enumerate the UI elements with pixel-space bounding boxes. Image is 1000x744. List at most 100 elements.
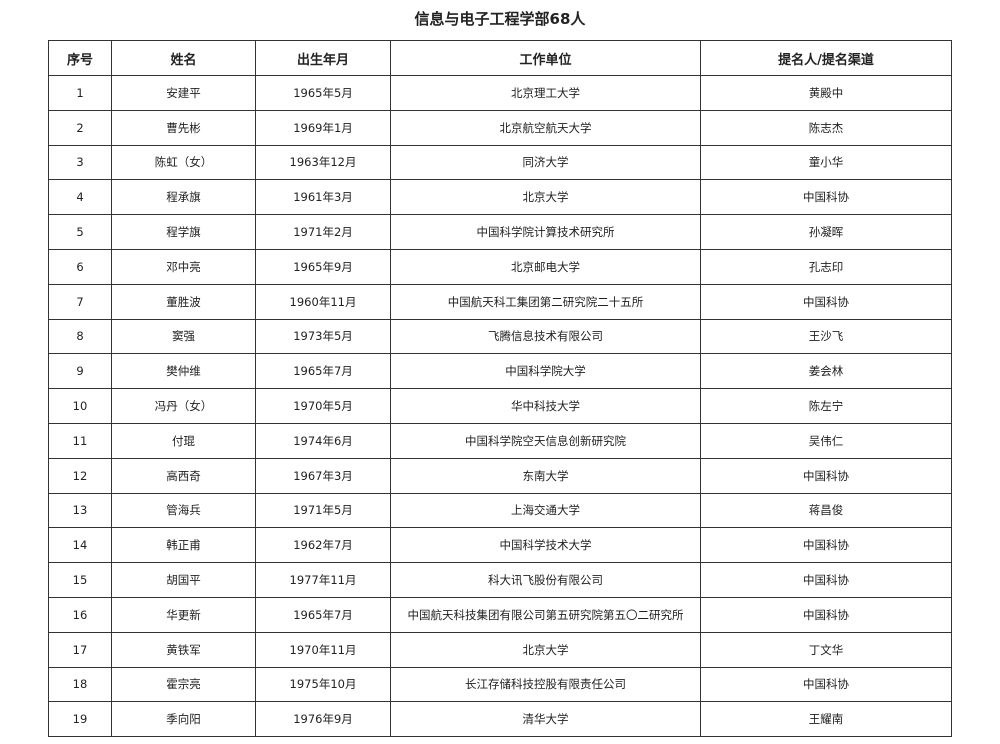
cell-birth: 1967年3月: [255, 457, 391, 494]
table-row: 11 付琨 1974年6月 中国科学院空天信息创新研究院 吴伟仁: [48, 422, 952, 459]
table-row: 18 霍宗亮 1975年10月 长江存储科技控股有限责任公司 中国科协: [48, 666, 952, 703]
cell-employer: 飞腾信息技术有限公司: [390, 318, 701, 355]
cell-employer: 清华大学: [390, 701, 701, 738]
cell-birth: 1971年2月: [255, 214, 391, 250]
cell-index: 19: [48, 701, 112, 738]
cell-index: 17: [48, 631, 112, 668]
nominee-table: 序号 姓名 出生年月 工作单位 提名人/提名渠道 1 安建平 1965年5月 北京理工…: [48, 40, 952, 738]
cell-employer: 中国科学院空天信息创新研究院: [390, 422, 701, 459]
cell-nominator: 中国科协: [700, 562, 952, 598]
cell-employer: 中国科学院计算技术研究所: [390, 214, 701, 250]
cell-index: 4: [48, 179, 112, 216]
cell-name: 窦强: [111, 318, 256, 355]
cell-index: 6: [48, 248, 112, 285]
table-row: 6 邓中亮 1965年9月 北京邮电大学 孔志印: [48, 248, 952, 285]
cell-birth: 1975年10月: [255, 666, 391, 703]
cell-birth: 1965年9月: [255, 248, 391, 285]
cell-name: 季向阳: [111, 701, 256, 738]
cell-index: 14: [48, 527, 112, 564]
cell-nominator: 王耀南: [700, 701, 952, 738]
cell-birth: 1960年11月: [255, 283, 391, 320]
cell-birth: 1974年6月: [255, 422, 391, 459]
cell-index: 16: [48, 596, 112, 633]
cell-name: 曹先彬: [111, 109, 256, 146]
cell-index: 7: [48, 283, 112, 320]
column-header-nominator: 提名人/提名渠道: [700, 40, 952, 76]
cell-nominator: 童小华: [700, 144, 952, 181]
cell-nominator: 中国科协: [700, 527, 952, 564]
cell-employer: 长江存储科技控股有限责任公司: [390, 666, 701, 703]
cell-birth: 1965年7月: [255, 596, 391, 633]
cell-index: 18: [48, 666, 112, 703]
cell-index: 5: [48, 214, 112, 250]
cell-employer: 同济大学: [390, 144, 701, 181]
cell-nominator: 孔志印: [700, 248, 952, 285]
cell-nominator: 中国科协: [700, 179, 952, 216]
cell-nominator: 中国科协: [700, 666, 952, 703]
cell-name: 程学旗: [111, 214, 256, 250]
table-row: 7 董胜波 1960年11月 中国航天科工集团第二研究院二十五所 中国科协: [48, 283, 952, 320]
cell-employer: 东南大学: [390, 457, 701, 494]
cell-name: 胡国平: [111, 562, 256, 598]
cell-employer: 上海交通大学: [390, 492, 701, 529]
cell-birth: 1963年12月: [255, 144, 391, 181]
table-row: 15 胡国平 1977年11月 科大讯飞股份有限公司 中国科协: [48, 562, 952, 598]
cell-index: 1: [48, 75, 112, 111]
table-row: 10 冯丹（女） 1970年5月 华中科技大学 陈左宁: [48, 388, 952, 424]
cell-birth: 1970年11月: [255, 631, 391, 668]
cell-birth: 1965年5月: [255, 75, 391, 111]
cell-birth: 1961年3月: [255, 179, 391, 216]
table-row: 8 窦强 1973年5月 飞腾信息技术有限公司 王沙飞: [48, 318, 952, 355]
cell-nominator: 丁文华: [700, 631, 952, 668]
cell-nominator: 中国科协: [700, 596, 952, 633]
cell-employer: 中国科学技术大学: [390, 527, 701, 564]
cell-nominator: 中国科协: [700, 457, 952, 494]
table-row: 3 陈虹（女） 1963年12月 同济大学 童小华: [48, 144, 952, 181]
cell-name: 董胜波: [111, 283, 256, 320]
cell-name: 樊仲维: [111, 353, 256, 390]
cell-nominator: 黄殿中: [700, 75, 952, 111]
cell-birth: 1969年1月: [255, 109, 391, 146]
cell-employer: 北京大学: [390, 179, 701, 216]
cell-nominator: 姜会林: [700, 353, 952, 390]
cell-nominator: 吴伟仁: [700, 422, 952, 459]
table-row: 1 安建平 1965年5月 北京理工大学 黄殿中: [48, 75, 952, 111]
cell-nominator: 王沙飞: [700, 318, 952, 355]
table-row: 2 曹先彬 1969年1月 北京航空航天大学 陈志杰: [48, 109, 952, 146]
cell-nominator: 陈左宁: [700, 388, 952, 424]
table-header-row: 序号 姓名 出生年月 工作单位 提名人/提名渠道: [48, 40, 952, 76]
cell-birth: 1977年11月: [255, 562, 391, 598]
cell-employer: 中国科学院大学: [390, 353, 701, 390]
cell-name: 华更新: [111, 596, 256, 633]
cell-name: 程承旗: [111, 179, 256, 216]
cell-name: 邓中亮: [111, 248, 256, 285]
cell-employer: 北京航空航天大学: [390, 109, 701, 146]
cell-name: 管海兵: [111, 492, 256, 529]
cell-employer: 华中科技大学: [390, 388, 701, 424]
table-row: 12 高西奇 1967年3月 东南大学 中国科协: [48, 457, 952, 494]
cell-employer: 中国航天科工集团第二研究院二十五所: [390, 283, 701, 320]
cell-name: 安建平: [111, 75, 256, 111]
cell-birth: 1971年5月: [255, 492, 391, 529]
cell-index: 3: [48, 144, 112, 181]
table-row: 9 樊仲维 1965年7月 中国科学院大学 姜会林: [48, 353, 952, 390]
cell-birth: 1976年9月: [255, 701, 391, 738]
cell-index: 13: [48, 492, 112, 529]
page-title: 信息与电子工程学部68人: [414, 10, 586, 28]
cell-name: 韩正甫: [111, 527, 256, 564]
cell-birth: 1962年7月: [255, 527, 391, 564]
cell-employer: 北京大学: [390, 631, 701, 668]
cell-employer: 北京邮电大学: [390, 248, 701, 285]
cell-index: 8: [48, 318, 112, 355]
cell-index: 12: [48, 457, 112, 494]
cell-birth: 1973年5月: [255, 318, 391, 355]
cell-name: 黄铁军: [111, 631, 256, 668]
cell-birth: 1970年5月: [255, 388, 391, 424]
cell-nominator: 蒋昌俊: [700, 492, 952, 529]
cell-index: 15: [48, 562, 112, 598]
cell-name: 冯丹（女）: [111, 388, 256, 424]
cell-employer: 中国航天科技集团有限公司第五研究院第五〇二研究所: [390, 596, 701, 633]
column-header-employer: 工作单位: [390, 40, 701, 76]
table-row: 4 程承旗 1961年3月 北京大学 中国科协: [48, 179, 952, 216]
cell-index: 11: [48, 422, 112, 459]
